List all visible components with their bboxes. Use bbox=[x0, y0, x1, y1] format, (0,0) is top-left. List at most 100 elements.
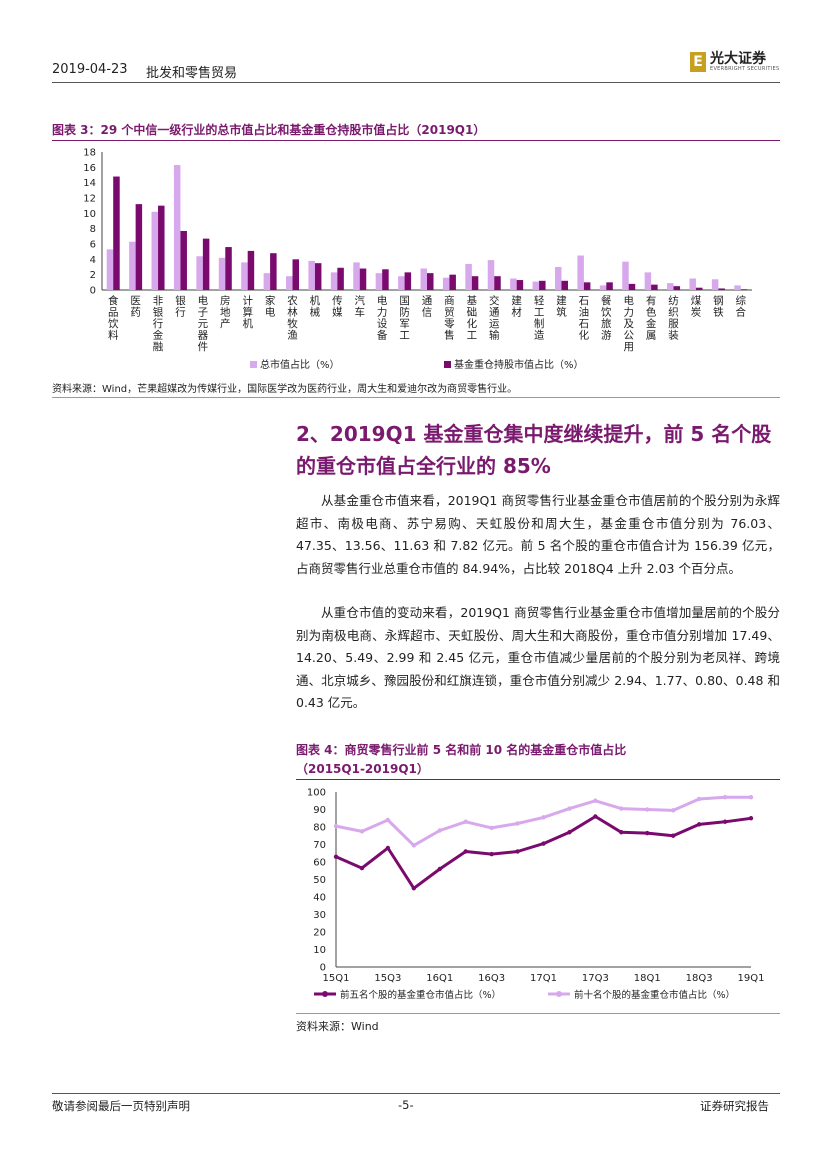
x-tick-label: 石油石化 bbox=[579, 295, 590, 342]
y-tick-label: 90 bbox=[313, 805, 326, 816]
bar-fund-holding bbox=[404, 272, 412, 290]
data-point-top5 bbox=[385, 845, 391, 851]
x-tick-label: 电子元器件 bbox=[198, 294, 209, 353]
x-tick-label: 16Q1 bbox=[426, 973, 453, 984]
bar-total-mcap bbox=[644, 272, 652, 290]
bar-fund-holding bbox=[695, 287, 703, 290]
x-tick-label: 计算机 bbox=[242, 294, 253, 330]
bar-fund-holding bbox=[158, 205, 165, 290]
x-tick-label: 18Q1 bbox=[634, 973, 661, 984]
data-point-top5 bbox=[670, 833, 676, 838]
data-point-top5 bbox=[437, 866, 442, 872]
logo-text-cn: 光大证券 bbox=[710, 51, 766, 67]
bar-total-mcap bbox=[510, 278, 517, 290]
x-tick-label: 纺织服装 bbox=[668, 294, 679, 342]
data-point-top5 bbox=[567, 830, 572, 835]
bar-total-mcap bbox=[465, 263, 472, 290]
bar-total-mcap bbox=[577, 255, 584, 290]
data-point-top5 bbox=[489, 851, 494, 857]
y-tick-label: 8 bbox=[90, 224, 96, 235]
bar-fund-holding bbox=[449, 274, 456, 290]
bar-total-mcap bbox=[420, 268, 427, 290]
legend-label: 前十名个股的基金重仓市值占比（%） bbox=[574, 989, 735, 1001]
bar-fund-holding bbox=[583, 282, 591, 290]
x-tick-label: 轻工制造 bbox=[534, 294, 545, 342]
paragraph-2: 从重仓市值的变动来看，2019Q1 商贸零售行业基金重仓市值增加量居前的个股分别… bbox=[296, 605, 780, 710]
bar-total-mcap bbox=[398, 276, 405, 290]
bar-fund-holding bbox=[359, 268, 367, 290]
bar-fund-holding bbox=[337, 267, 344, 290]
figure4-title-line1: 图表 4：商贸零售行业前 5 名和前 10 名的基金重仓市值占比 bbox=[296, 743, 627, 757]
bar-fund-holding bbox=[135, 204, 143, 290]
bar-total-mcap bbox=[689, 278, 696, 290]
legend-label: 前五名个股的基金重仓市值占比（%） bbox=[340, 989, 501, 1001]
bar-total-mcap bbox=[442, 277, 450, 290]
data-point-top10 bbox=[645, 807, 650, 812]
data-point-top5 bbox=[593, 814, 598, 819]
bar-total-mcap bbox=[375, 273, 383, 290]
x-tick-label: 煤炭 bbox=[691, 294, 702, 319]
x-tick-label: 传媒 bbox=[332, 295, 343, 319]
bar-total-mcap bbox=[734, 285, 741, 290]
data-point-top5 bbox=[515, 849, 520, 854]
data-point-top10 bbox=[748, 795, 754, 800]
x-tick-label: 非银行金融 bbox=[153, 295, 164, 353]
bar-total-mcap bbox=[308, 260, 315, 290]
x-tick-label: 15Q3 bbox=[374, 973, 401, 984]
x-tick-label: 17Q3 bbox=[582, 973, 609, 984]
y-tick-label: 14 bbox=[83, 178, 96, 189]
bar-total-mcap bbox=[286, 276, 293, 290]
logo-text-en: EVERBRIGHT SECURITIES bbox=[710, 66, 780, 72]
bar-fund-holding bbox=[740, 289, 748, 290]
y-tick-label: 60 bbox=[313, 858, 326, 869]
bar-total-mcap bbox=[129, 241, 136, 290]
data-point-top5 bbox=[748, 816, 754, 821]
header-date: 2019-04-23 bbox=[52, 62, 128, 77]
legend-swatch bbox=[250, 361, 257, 368]
data-point-top10 bbox=[333, 823, 339, 829]
data-point-top10 bbox=[722, 795, 728, 800]
figure3-title: 图表 3：29 个中信一级行业的总市值占比和基金重仓持股市值占比（2019Q1） bbox=[52, 123, 486, 137]
section-title: 2、2019Q1 基金重仓集中度继续提升，前 5 名个股的重仓市值占全行业的 8… bbox=[296, 422, 772, 478]
bar-fund-holding bbox=[225, 247, 232, 290]
y-tick-label: 100 bbox=[307, 788, 326, 799]
data-point-top5 bbox=[411, 886, 417, 891]
y-tick-label: 0 bbox=[320, 963, 326, 974]
figure4-title-line2: （2015Q1-2019Q1） bbox=[296, 762, 429, 776]
x-tick-label: 国防军工 bbox=[399, 295, 410, 342]
bar-total-mcap bbox=[667, 283, 674, 290]
bar-total-mcap bbox=[353, 262, 360, 290]
data-point-top5 bbox=[333, 854, 339, 859]
x-tick-label: 有色金属 bbox=[646, 294, 657, 342]
y-tick-label: 6 bbox=[90, 240, 96, 251]
y-tick-label: 50 bbox=[313, 875, 326, 886]
footer-divider bbox=[52, 1093, 780, 1094]
y-tick-label: 16 bbox=[83, 163, 96, 174]
bar-fund-holding bbox=[516, 280, 524, 290]
bar-total-mcap bbox=[330, 272, 338, 290]
figure4-source: 资料来源：Wind bbox=[296, 1020, 379, 1033]
logo-mark-icon: E bbox=[690, 52, 706, 72]
x-tick-label: 房地产 bbox=[220, 294, 231, 330]
x-tick-label: 汽车 bbox=[355, 294, 366, 319]
bar-fund-holding bbox=[494, 276, 501, 290]
brand-logo: E 光大证券 EVERBRIGHT SECURITIES bbox=[690, 52, 779, 72]
x-tick-label: 交通运输 bbox=[489, 294, 500, 342]
bar-fund-holding bbox=[427, 273, 434, 290]
x-tick-label: 综合 bbox=[736, 294, 747, 319]
bar-fund-holding bbox=[270, 253, 277, 290]
bar-total-mcap bbox=[487, 260, 495, 290]
data-point-top10 bbox=[619, 806, 624, 811]
data-point-top10 bbox=[670, 808, 676, 813]
bar-fund-holding bbox=[202, 238, 210, 290]
x-tick-label: 建材 bbox=[511, 294, 522, 319]
data-point-top10 bbox=[567, 806, 572, 811]
legend-label: 总市值占比（%） bbox=[260, 358, 340, 371]
data-point-top5 bbox=[645, 830, 650, 836]
figure3-divider bbox=[52, 140, 780, 141]
x-tick-label: 医药 bbox=[130, 295, 141, 319]
legend-marker bbox=[556, 991, 562, 997]
x-tick-label: 食品饮料 bbox=[108, 294, 119, 342]
x-tick-label: 15Q1 bbox=[323, 973, 350, 984]
bar-fund-holding bbox=[314, 263, 322, 290]
